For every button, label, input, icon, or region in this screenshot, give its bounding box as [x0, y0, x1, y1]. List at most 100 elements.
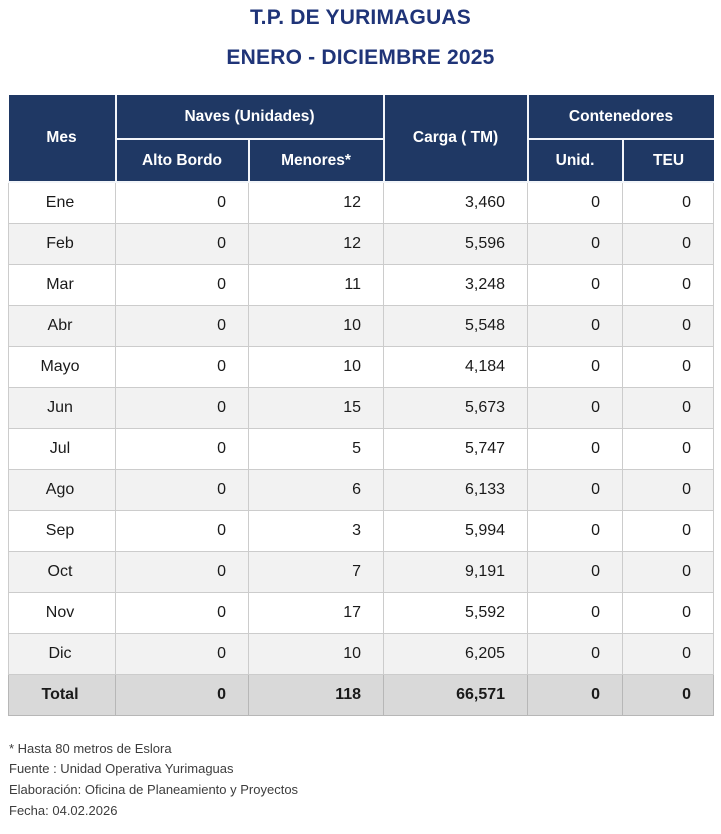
cell-unid: 0 [527, 263, 624, 306]
cell-total-teu: 0 [622, 673, 715, 716]
page-title-line1: T.P. DE YURIMAGUAS [249, 6, 472, 29]
cell-teu: 0 [622, 304, 715, 347]
table-row: Nov 0 17 5,592 0 0 [8, 591, 715, 634]
col-header-alto-bordo: Alto Bordo [114, 138, 250, 183]
cell-mes: Nov [8, 591, 116, 634]
total-row: Total 0 118 66,571 0 0 [8, 673, 715, 716]
cell-teu: 0 [622, 550, 715, 593]
cell-menores: 7 [247, 550, 385, 593]
cell-teu: 0 [622, 632, 715, 675]
cell-total-label: Total [8, 673, 116, 716]
cell-mes: Ene [8, 181, 116, 224]
cell-mes: Abr [8, 304, 116, 347]
footnote-fuente: Fuente : Unidad Operativa Yurimaguas [9, 761, 234, 777]
cell-unid: 0 [527, 345, 624, 388]
cell-menores: 10 [247, 632, 385, 675]
cell-total-alto-bordo: 0 [115, 673, 249, 716]
table-row: Mar 0 11 3,248 0 0 [8, 263, 715, 306]
cell-teu: 0 [622, 427, 715, 470]
cell-carga: 5,592 [383, 591, 529, 634]
cell-carga: 3,248 [383, 263, 529, 306]
cell-teu: 0 [622, 509, 715, 552]
cell-carga: 6,205 [383, 632, 529, 675]
cell-carga: 5,994 [383, 509, 529, 552]
cell-menores: 3 [247, 509, 385, 552]
cell-carga: 5,673 [383, 386, 529, 429]
cell-mes: Feb [8, 222, 116, 265]
cell-alto-bordo: 0 [115, 263, 249, 306]
cell-mes: Mayo [8, 345, 116, 388]
cell-carga: 3,460 [383, 181, 529, 224]
cell-alto-bordo: 0 [115, 591, 249, 634]
table-row: Feb 0 12 5,596 0 0 [8, 222, 715, 265]
cell-alto-bordo: 0 [115, 386, 249, 429]
cell-alto-bordo: 0 [115, 222, 249, 265]
cell-alto-bordo: 0 [115, 632, 249, 675]
table-row: Ene 0 12 3,460 0 0 [8, 181, 715, 224]
table-row: Oct 0 7 9,191 0 0 [8, 550, 715, 593]
cell-menores: 10 [247, 304, 385, 347]
cell-teu: 0 [622, 591, 715, 634]
cell-menores: 17 [247, 591, 385, 634]
report-title-block: T.P. DE YURIMAGUAS ENERO - DICIEMBRE 202… [0, 0, 721, 68]
stats-table: Mes Naves (Unidades) Carga ( TM) Contene… [8, 95, 715, 716]
cell-alto-bordo: 0 [115, 304, 249, 347]
cell-menores: 10 [247, 345, 385, 388]
col-header-menores: Menores* [247, 138, 385, 183]
table-row: Sep 0 3 5,994 0 0 [8, 509, 715, 552]
cell-menores: 6 [247, 468, 385, 511]
cell-alto-bordo: 0 [115, 509, 249, 552]
cell-menores: 11 [247, 263, 385, 306]
cell-carga: 4,184 [383, 345, 529, 388]
cell-teu: 0 [622, 468, 715, 511]
table-row: Jun 0 15 5,673 0 0 [8, 386, 715, 429]
cell-mes: Mar [8, 263, 116, 306]
footnote-fecha: Fecha: 04.02.2026 [9, 802, 118, 818]
cell-total-carga: 66,571 [383, 673, 529, 716]
cell-carga: 9,191 [383, 550, 529, 593]
col-header-mes: Mes [8, 95, 117, 183]
cell-unid: 0 [527, 222, 624, 265]
cell-teu: 0 [622, 386, 715, 429]
footnote-elaboracion: Elaboración: Oficina de Planeamiento y P… [9, 782, 299, 798]
footnote-eslora: * Hasta 80 metros de Eslora [9, 740, 172, 756]
cell-carga: 5,596 [383, 222, 529, 265]
table-row: Dic 0 10 6,205 0 0 [8, 632, 715, 675]
cell-unid: 0 [527, 427, 624, 470]
cell-alto-bordo: 0 [115, 181, 249, 224]
cell-menores: 12 [247, 222, 385, 265]
cell-teu: 0 [622, 263, 715, 306]
cell-unid: 0 [527, 386, 624, 429]
table-row: Jul 0 5 5,747 0 0 [8, 427, 715, 470]
cell-carga: 5,548 [383, 304, 529, 347]
cell-unid: 0 [527, 550, 624, 593]
table-row: Mayo 0 10 4,184 0 0 [8, 345, 715, 388]
col-header-naves-group: Naves (Unidades) [114, 95, 385, 140]
cell-menores: 5 [247, 427, 385, 470]
cell-unid: 0 [527, 632, 624, 675]
cell-teu: 0 [622, 222, 715, 265]
col-header-contenedores-group: Contenedores [526, 95, 714, 140]
cell-teu: 0 [622, 345, 715, 388]
footnotes-block: * Hasta 80 metros de Eslora Fuente : Uni… [9, 739, 721, 822]
table-row: Abr 0 10 5,548 0 0 [8, 304, 715, 347]
cell-carga: 6,133 [383, 468, 529, 511]
cell-mes: Oct [8, 550, 116, 593]
cell-mes: Sep [8, 509, 116, 552]
cell-mes: Dic [8, 632, 116, 675]
cell-alto-bordo: 0 [115, 345, 249, 388]
cell-total-menores: 118 [247, 673, 385, 716]
cell-unid: 0 [527, 304, 624, 347]
cell-unid: 0 [527, 509, 624, 552]
cell-menores: 15 [247, 386, 385, 429]
cell-unid: 0 [527, 181, 624, 224]
col-header-carga: Carga ( TM) [382, 95, 529, 183]
cell-mes: Jun [8, 386, 116, 429]
table-header: Mes Naves (Unidades) Carga ( TM) Contene… [8, 95, 714, 183]
cell-carga: 5,747 [383, 427, 529, 470]
page-title-line2: ENERO - DICIEMBRE 2025 [226, 46, 495, 69]
cell-alto-bordo: 0 [115, 550, 249, 593]
cell-total-unid: 0 [527, 673, 624, 716]
cell-mes: Ago [8, 468, 116, 511]
